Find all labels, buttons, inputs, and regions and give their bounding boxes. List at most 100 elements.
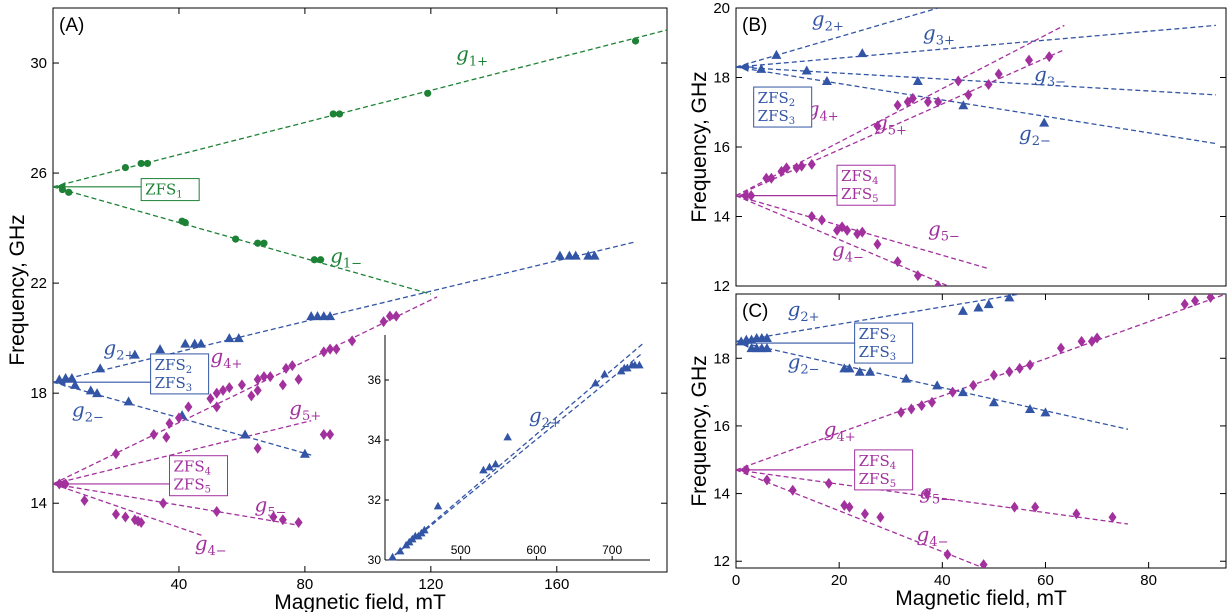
data-point (943, 548, 952, 560)
data-point (92, 388, 103, 398)
data-point (756, 63, 767, 73)
y-tick-label: 20 (713, 0, 730, 17)
data-point (237, 379, 246, 391)
data-point (788, 484, 797, 496)
data-point (843, 224, 852, 236)
inset-y-tick-label: 32 (368, 493, 382, 507)
data-point (189, 338, 200, 348)
data-point (988, 397, 999, 407)
curve-label: g3− (1034, 62, 1066, 90)
y-tick-label: 12 (713, 553, 730, 570)
annotation-box (140, 178, 200, 202)
data-point (983, 299, 994, 309)
data-point (564, 250, 575, 260)
data-point (348, 335, 357, 347)
data-point (278, 379, 287, 391)
inset-y-tick-label: 34 (368, 433, 382, 447)
data-point (395, 546, 405, 555)
panel-label: (C) (742, 301, 768, 322)
data-point (817, 214, 826, 226)
data-point (994, 68, 1003, 80)
curve-label: g5− (919, 480, 951, 508)
data-point (989, 369, 998, 381)
data-point (121, 511, 130, 523)
data-point (329, 110, 337, 118)
zfs-label: ZFS4 (174, 458, 211, 478)
panel-a: 14 18 22 26 30 40 80 120 160 g1+ g1− g2+ g2− g4+ g5+ g5… (6, 7, 668, 612)
data-point (195, 338, 206, 348)
zfs-label: ZFS5 (174, 476, 211, 496)
data-point (247, 390, 256, 402)
panel-c: 12 14 16 18 0 20 40 60 80 g2+ g2− g4+ g5− g4− ZFS2ZFS3… (688, 293, 1227, 610)
data-point (1180, 298, 1189, 310)
curve-label: g3+ (923, 20, 955, 48)
data-point (232, 235, 240, 243)
x-tick-label: 60 (1037, 572, 1054, 589)
curve-label: g2− (1019, 121, 1051, 149)
data-point (824, 477, 833, 489)
fit-line (736, 8, 939, 68)
data-point (912, 75, 923, 85)
annotation-box (753, 86, 813, 128)
zfs-label: ZFS4 (859, 452, 896, 472)
data-point (984, 78, 993, 90)
data-point (180, 338, 191, 348)
data-point (873, 238, 882, 250)
annotation-box (854, 322, 914, 364)
data-point (174, 412, 183, 424)
curve-label: g2− (788, 349, 820, 377)
curve-label: g4− (917, 522, 949, 550)
fit-line (736, 66, 1216, 145)
plot-area (736, 294, 1226, 568)
data-point (485, 462, 494, 471)
data-point (761, 343, 772, 353)
curve-label: g1− (330, 243, 362, 271)
data-point (184, 401, 193, 413)
data-point (85, 385, 96, 395)
data-point (922, 488, 931, 500)
data-point (491, 459, 500, 468)
curve-label: g2− (72, 398, 104, 426)
data-point (1039, 117, 1050, 127)
data-point (1191, 295, 1200, 307)
annotation-box (169, 455, 229, 497)
x-tick-label: 0 (732, 572, 740, 589)
inset-y-tick-label: 36 (368, 373, 382, 387)
x-axis-label: Magnetic field, mT (274, 591, 446, 612)
fit-line (736, 195, 949, 286)
data-point (583, 250, 594, 260)
data-point (282, 362, 291, 374)
data-point (973, 302, 984, 312)
data-point (379, 316, 388, 328)
fit-line (736, 49, 1065, 197)
data-point (1072, 508, 1081, 520)
data-point (240, 429, 251, 439)
data-point (767, 172, 776, 184)
data-point (212, 387, 221, 399)
zfs-label: ZFS2 (758, 89, 795, 109)
curve-label: g2+ (812, 6, 844, 34)
zfs-label: ZFS5 (859, 470, 896, 490)
data-point (159, 497, 168, 509)
data-point (1077, 335, 1086, 347)
data-point (600, 369, 609, 378)
data-point (1026, 359, 1034, 371)
data-point (934, 96, 943, 108)
data-point (1024, 54, 1033, 66)
data-point (123, 396, 134, 406)
data-point (1010, 501, 1019, 513)
x-tick-label: 80 (1140, 572, 1157, 589)
y-tick-label: 18 (713, 70, 730, 87)
data-point (420, 525, 429, 534)
data-point (860, 508, 869, 520)
data-point (212, 401, 221, 413)
curve-label: g2+ (788, 297, 820, 325)
fit-line (736, 469, 984, 568)
data-point (821, 75, 832, 85)
data-point (631, 37, 640, 45)
data-point (332, 343, 341, 355)
data-point (762, 172, 771, 184)
y-tick-label: 16 (713, 139, 730, 156)
data-point (554, 250, 565, 260)
data-point (233, 333, 244, 343)
